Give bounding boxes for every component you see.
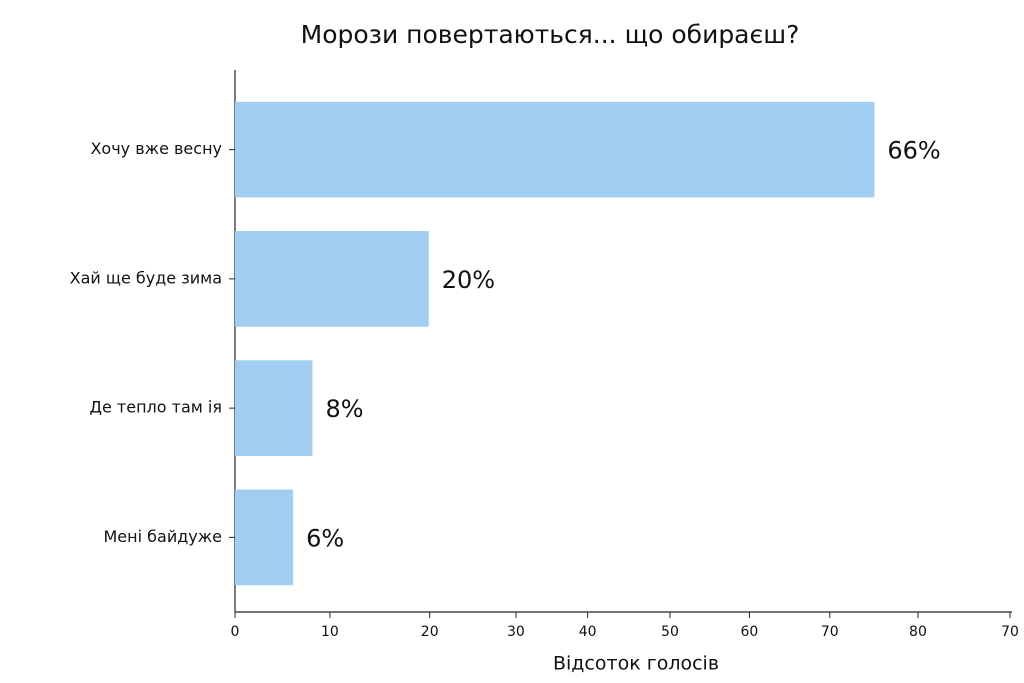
x-tick-label: 30 [507, 624, 525, 640]
value-label: 66% [887, 137, 940, 165]
bar [235, 101, 875, 198]
x-tick-label: 80 [909, 624, 927, 640]
x-tick-label: 0 [231, 624, 240, 640]
value-label: 8% [326, 395, 364, 423]
y-tick-label: Хочу вже весну [90, 139, 222, 158]
x-tick-label: 40 [579, 624, 597, 640]
value-label: 6% [306, 524, 344, 552]
bar [235, 489, 294, 586]
chart-title: Морози повертаються... що обираєш? [301, 20, 800, 49]
value-label: 20% [442, 266, 495, 294]
bar [235, 360, 313, 456]
x-tick-label: 20 [421, 624, 439, 640]
y-tick-label: Де тепло там ія [89, 398, 222, 417]
x-tick-label: 70 [1001, 624, 1019, 640]
x-tick-label: 70 [821, 624, 839, 640]
x-axis-label: Відсоток голосів [553, 653, 719, 675]
y-tick-label: Мені байдуже [104, 527, 223, 546]
x-tick-label: 50 [661, 624, 679, 640]
x-tick-label: 60 [740, 624, 758, 640]
x-tick-label: 10 [321, 624, 339, 640]
bar [235, 231, 429, 327]
y-tick-label: Хай ще буде зима [70, 268, 222, 287]
